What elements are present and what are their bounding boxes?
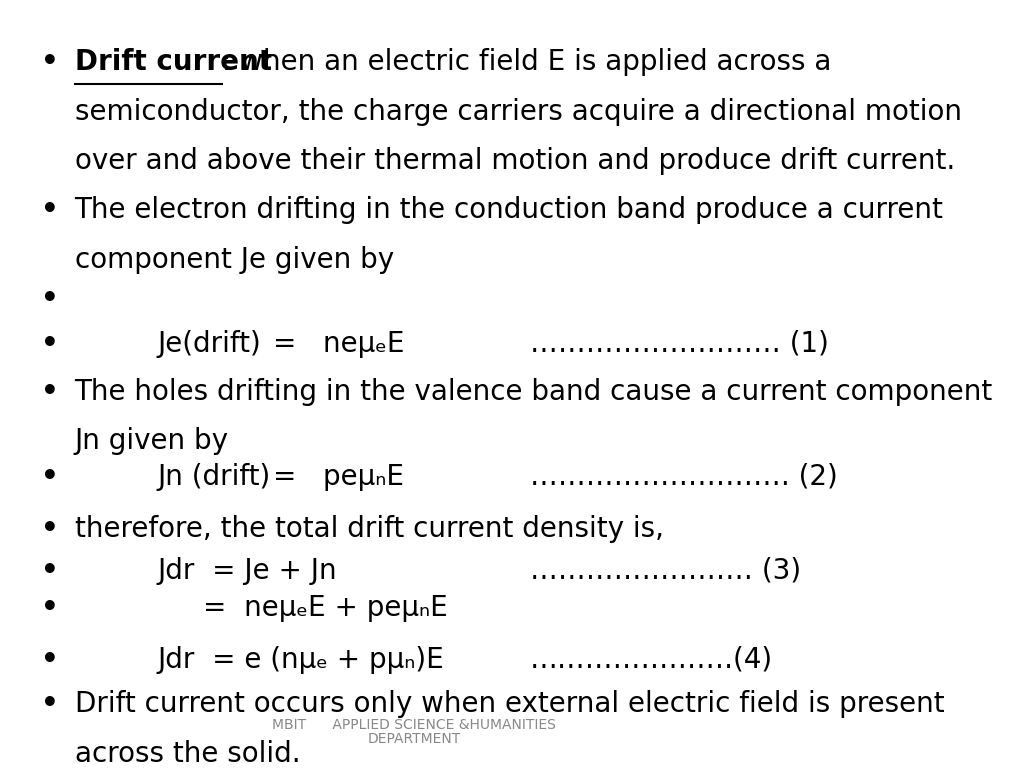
Text: •: • bbox=[41, 594, 59, 622]
Text: •: • bbox=[41, 690, 59, 718]
Text: component Je given by: component Je given by bbox=[75, 246, 393, 274]
Text: : when an electric field E is applied across a: : when an electric field E is applied ac… bbox=[222, 48, 831, 76]
Text: ………………….(4): ………………….(4) bbox=[529, 646, 773, 674]
Text: …………………… (3): …………………… (3) bbox=[529, 557, 801, 585]
Text: •: • bbox=[41, 646, 59, 674]
Text: •: • bbox=[41, 285, 59, 313]
Text: Drift current occurs only when external electric field is present: Drift current occurs only when external … bbox=[75, 690, 944, 718]
Text: semiconductor, the charge carriers acquire a directional motion: semiconductor, the charge carriers acqui… bbox=[75, 98, 962, 126]
Text: =  neμₑE + peμₙE: = neμₑE + peμₙE bbox=[203, 594, 447, 622]
Text: =   peμₙE: = peμₙE bbox=[273, 463, 404, 491]
Text: •: • bbox=[41, 557, 59, 585]
Text: MBIT      APPLIED SCIENCE &HUMANITIES: MBIT APPLIED SCIENCE &HUMANITIES bbox=[272, 718, 556, 733]
Text: Je(drift): Je(drift) bbox=[158, 329, 261, 358]
Text: Jdr  = e (nμₑ + pμₙ)E: Jdr = e (nμₑ + pμₙ)E bbox=[158, 646, 444, 674]
Text: =   neμₑE: = neμₑE bbox=[273, 329, 404, 358]
Text: DEPARTMENT: DEPARTMENT bbox=[368, 732, 461, 746]
Text: therefore, the total drift current density is,: therefore, the total drift current densi… bbox=[75, 515, 664, 543]
Text: ………………………. (2): ………………………. (2) bbox=[529, 463, 838, 491]
Text: The holes drifting in the valence band cause a current component: The holes drifting in the valence band c… bbox=[75, 378, 992, 406]
Text: •: • bbox=[41, 197, 59, 224]
Text: across the solid.: across the solid. bbox=[75, 740, 300, 768]
Text: •: • bbox=[41, 329, 59, 358]
Text: •: • bbox=[41, 48, 59, 76]
Text: The electron drifting in the conduction band produce a current: The electron drifting in the conduction … bbox=[75, 197, 943, 224]
Text: Drift current: Drift current bbox=[75, 48, 271, 76]
Text: over and above their thermal motion and produce drift current.: over and above their thermal motion and … bbox=[75, 147, 954, 175]
Text: •: • bbox=[41, 378, 59, 406]
Text: ……………………… (1): ……………………… (1) bbox=[529, 329, 828, 358]
Text: •: • bbox=[41, 515, 59, 543]
Text: •: • bbox=[41, 463, 59, 491]
Text: Jn (drift): Jn (drift) bbox=[158, 463, 270, 491]
Text: Jdr  = Je + Jn: Jdr = Je + Jn bbox=[158, 557, 337, 585]
Text: Jn given by: Jn given by bbox=[75, 427, 228, 455]
